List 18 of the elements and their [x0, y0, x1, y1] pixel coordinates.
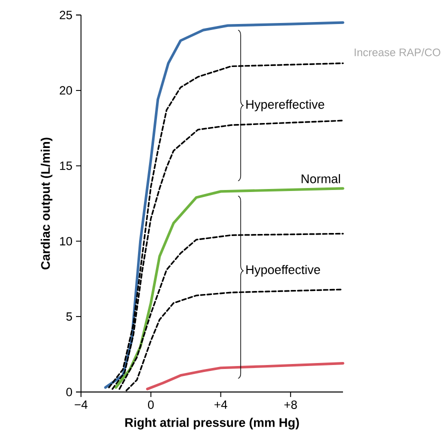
y-tick-label: 25	[60, 10, 72, 20]
line-series	[114, 187, 344, 389]
series-label: Normal	[302, 174, 340, 184]
line-series	[146, 362, 344, 390]
y-tick-label: 0	[66, 388, 72, 396]
x-tick-label: +4	[214, 400, 228, 409]
text: Increase RAP/CO	[354, 48, 440, 56]
x-tick-label: 0	[148, 400, 154, 409]
y-tick-label: 15	[60, 162, 72, 170]
y-tick-label: 10	[60, 236, 72, 246]
annotation: Hypoeffective	[246, 264, 320, 277]
y-tick-label: 20	[60, 86, 72, 95]
y-tick-label: 5	[66, 312, 72, 321]
annotation: Hypereffective	[246, 100, 324, 112]
x-axis-title: Right atrial pressure (mm Hg)	[125, 418, 299, 430]
x-tick-label: +8	[284, 400, 297, 409]
x-tick-label: −4	[74, 400, 88, 409]
y-axis-title: Cardiac output (L/min)	[40, 138, 52, 270]
